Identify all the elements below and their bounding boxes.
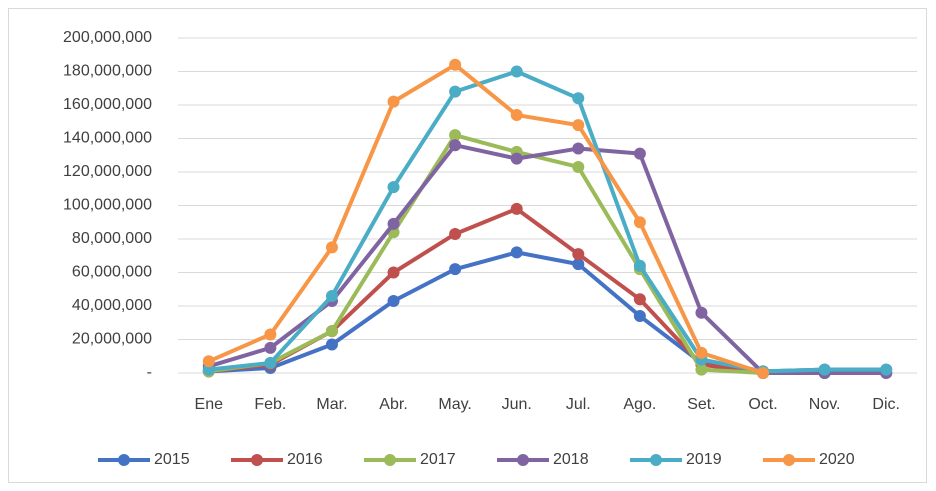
legend-label: 2018 xyxy=(553,451,589,468)
data-point xyxy=(572,92,585,105)
y-tick-label: 140,000,000 xyxy=(63,130,152,147)
legend-label: 2020 xyxy=(819,451,855,468)
x-tick-label: Set. xyxy=(687,396,715,413)
legend-marker xyxy=(384,454,396,466)
y-tick-label: 180,000,000 xyxy=(63,63,152,80)
data-point xyxy=(572,248,585,261)
x-tick-label: Ene xyxy=(195,396,224,413)
y-tick-label: 80,000,000 xyxy=(72,230,152,247)
data-point xyxy=(633,216,646,229)
data-point xyxy=(325,338,338,351)
data-point xyxy=(695,306,708,319)
x-tick-label: Ago. xyxy=(623,396,656,413)
legend-label: 2015 xyxy=(154,451,190,468)
x-tick-label: Abr. xyxy=(379,396,407,413)
y-tick-label: 60,000,000 xyxy=(72,264,152,281)
data-point xyxy=(572,258,585,271)
data-point xyxy=(449,227,462,240)
data-point xyxy=(633,259,646,272)
y-tick-label: 100,000,000 xyxy=(63,197,152,214)
y-tick-label: 20,000,000 xyxy=(72,331,152,348)
legend-label: 2016 xyxy=(287,451,323,468)
data-point xyxy=(510,65,523,78)
data-point xyxy=(510,152,523,165)
x-tick-label: Oct. xyxy=(748,396,777,413)
legend-marker xyxy=(650,454,662,466)
data-point xyxy=(695,363,708,376)
data-point xyxy=(387,95,400,108)
data-point xyxy=(510,246,523,259)
y-tick-label: - xyxy=(147,364,152,381)
series-line xyxy=(207,62,764,375)
series-line xyxy=(208,69,887,374)
data-point xyxy=(572,160,585,173)
data-point xyxy=(387,181,400,194)
data-point xyxy=(264,328,277,341)
data-point xyxy=(449,129,462,142)
data-point xyxy=(449,85,462,98)
data-point xyxy=(633,293,646,306)
data-point xyxy=(325,241,338,254)
data-point xyxy=(818,363,831,376)
data-point xyxy=(510,202,523,215)
legend-marker xyxy=(517,454,529,466)
data-point xyxy=(572,142,585,155)
legend-marker xyxy=(783,454,795,466)
data-point xyxy=(202,355,215,368)
x-tick-label: Mar. xyxy=(316,396,347,413)
data-point xyxy=(695,346,708,359)
y-tick-label: 40,000,000 xyxy=(72,297,152,314)
y-tick-label: 160,000,000 xyxy=(63,96,152,113)
data-point xyxy=(449,139,462,152)
legend-marker xyxy=(118,454,130,466)
legend-marker xyxy=(251,454,263,466)
data-point xyxy=(325,289,338,302)
data-point xyxy=(449,58,462,71)
data-point xyxy=(387,217,400,230)
data-point xyxy=(325,325,338,338)
data-point xyxy=(264,341,277,354)
x-tick-label: Feb. xyxy=(254,396,286,413)
y-tick-label: 120,000,000 xyxy=(63,163,152,180)
data-point xyxy=(387,266,400,279)
data-point xyxy=(633,310,646,323)
x-tick-label: Jul. xyxy=(566,396,591,413)
data-point xyxy=(264,356,277,369)
data-point xyxy=(202,363,215,376)
legend-label: 2019 xyxy=(686,451,722,468)
y-tick-label: 200,000,000 xyxy=(63,29,152,46)
data-point xyxy=(510,109,523,122)
x-tick-label: May. xyxy=(438,396,471,413)
data-point xyxy=(757,367,770,379)
data-point xyxy=(449,263,462,276)
x-tick-label: Nov. xyxy=(809,396,841,413)
data-point xyxy=(633,147,646,160)
legend-label: 2017 xyxy=(420,451,456,468)
data-point xyxy=(880,363,893,376)
data-point xyxy=(572,119,585,132)
data-point xyxy=(387,294,400,307)
x-tick-label: Jun. xyxy=(502,396,532,413)
x-tick-label: Dic. xyxy=(872,396,900,413)
